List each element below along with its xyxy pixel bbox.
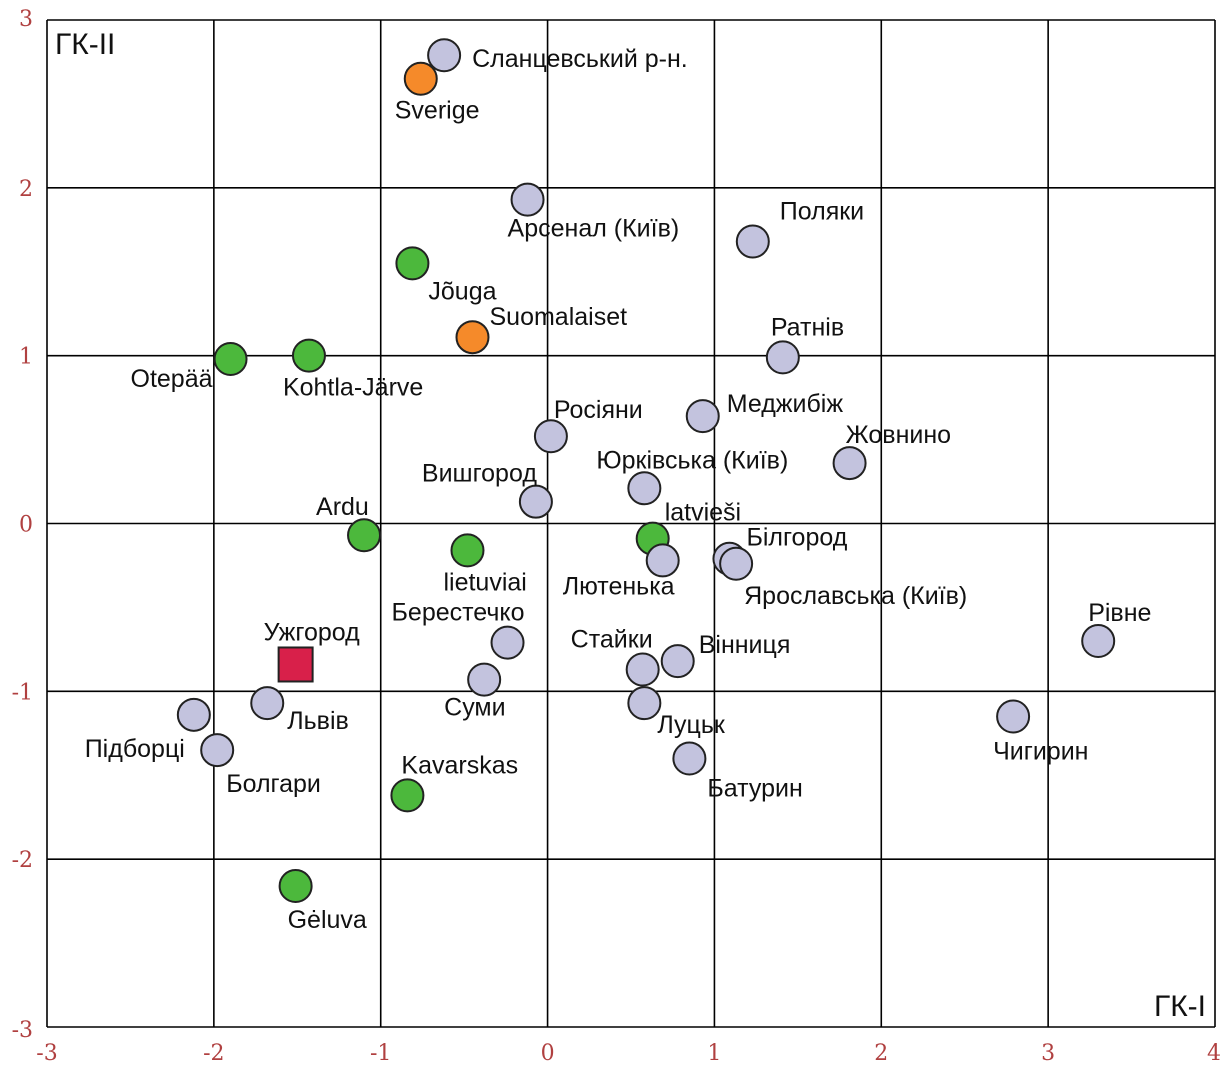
data-point bbox=[645, 543, 680, 578]
point-label: Жовнино bbox=[846, 421, 951, 449]
point-label: Kavarskas bbox=[401, 751, 518, 779]
point-label: Suomalaiset bbox=[489, 303, 627, 331]
point-labels: Сланцевський р-н. Sverige Арсенал (Київ) По… bbox=[85, 45, 1152, 934]
point-label: Білгород bbox=[746, 524, 847, 552]
data-point bbox=[765, 340, 800, 375]
x-tick-label: 3 bbox=[1041, 1041, 1055, 1066]
point-label: Чигирин bbox=[993, 738, 1088, 766]
point-label: Росіяни bbox=[554, 396, 643, 424]
data-point bbox=[278, 869, 313, 904]
data-point bbox=[996, 699, 1031, 734]
point-label: Сланцевський р-н. bbox=[472, 45, 688, 73]
data-point bbox=[176, 697, 211, 732]
point-label: Ярославська (Київ) bbox=[744, 582, 967, 610]
data-point-square bbox=[277, 646, 314, 683]
y-axis-label: ГК-II bbox=[55, 28, 115, 61]
x-tick-label: -1 bbox=[370, 1041, 391, 1066]
data-point bbox=[390, 778, 425, 813]
data-point bbox=[403, 61, 438, 96]
point-label: Луцьк bbox=[657, 711, 726, 739]
y-tick-label: 3 bbox=[19, 7, 33, 32]
point-label: Jõuga bbox=[428, 277, 496, 305]
data-point bbox=[660, 644, 695, 679]
data-point bbox=[395, 246, 430, 281]
point-label: Арсенал (Київ) bbox=[508, 215, 680, 243]
data-point bbox=[627, 686, 662, 721]
y-tick-label: 1 bbox=[19, 345, 33, 370]
point-label: Юрківська (Київ) bbox=[596, 446, 788, 474]
point-label: Ужгород bbox=[264, 618, 361, 646]
point-label: Вишгород bbox=[422, 460, 537, 488]
point-label: Батурин bbox=[707, 774, 802, 802]
data-point bbox=[455, 320, 490, 355]
y-tick-label: 0 bbox=[19, 513, 33, 538]
data-point bbox=[200, 733, 235, 768]
point-label: Болгари bbox=[226, 770, 321, 798]
data-point bbox=[347, 518, 382, 553]
data-point bbox=[518, 484, 553, 519]
data-point bbox=[213, 342, 248, 377]
point-label: Поляки bbox=[780, 198, 864, 226]
point-label: lietuviai bbox=[443, 568, 526, 596]
point-label: Вінниця bbox=[699, 631, 791, 659]
data-point bbox=[719, 546, 754, 581]
point-label: Рівне bbox=[1088, 599, 1151, 627]
point-label: Берестечко bbox=[392, 599, 525, 627]
data-point bbox=[832, 446, 867, 481]
data-point bbox=[490, 625, 525, 660]
point-label: Ратнів bbox=[771, 313, 844, 341]
y-tick-label: -1 bbox=[12, 680, 33, 705]
data-point bbox=[291, 338, 326, 373]
point-label: Меджибіж bbox=[727, 390, 844, 418]
data-point bbox=[467, 662, 502, 697]
data-point bbox=[627, 471, 662, 506]
x-tick-label: 4 bbox=[1207, 1041, 1221, 1066]
x-tick-label: -2 bbox=[203, 1041, 224, 1066]
grid bbox=[46, 19, 1216, 1028]
point-label: latvieši bbox=[665, 499, 741, 527]
point-label: Ardu bbox=[316, 493, 369, 521]
x-tick-label: 1 bbox=[707, 1041, 721, 1066]
data-points bbox=[176, 38, 1116, 904]
data-point bbox=[735, 224, 770, 259]
data-point bbox=[672, 741, 707, 776]
point-label: Суми bbox=[444, 694, 505, 722]
point-label: Львів bbox=[287, 707, 349, 735]
data-point bbox=[250, 686, 285, 721]
x-tick-label: -3 bbox=[36, 1041, 57, 1066]
point-label: Kohtla-Järve bbox=[283, 374, 423, 402]
x-tick-label: 0 bbox=[541, 1041, 555, 1066]
point-label: Sverige bbox=[395, 97, 480, 125]
y-tick-label: -3 bbox=[12, 1018, 33, 1043]
data-point bbox=[1081, 623, 1116, 658]
tick-labels: -3 -2 -1 0 1 2 3 4 -3 -2 -1 0 1 2 3 bbox=[12, 7, 1221, 1066]
x-axis-label: ГК-I bbox=[1154, 990, 1206, 1023]
data-point bbox=[450, 533, 485, 568]
point-label: Otepää bbox=[131, 365, 213, 393]
point-label: Лютенька bbox=[563, 572, 675, 600]
data-point bbox=[533, 419, 568, 454]
point-label: Стайки bbox=[571, 626, 653, 654]
point-label: Gėluva bbox=[288, 906, 367, 934]
y-tick-label: -2 bbox=[12, 848, 33, 873]
data-point bbox=[510, 182, 545, 217]
x-tick-label: 2 bbox=[874, 1041, 888, 1066]
data-point bbox=[685, 399, 720, 434]
point-label: Підборці bbox=[85, 735, 185, 763]
data-point bbox=[625, 652, 660, 687]
y-tick-label: 2 bbox=[19, 177, 33, 202]
data-point bbox=[427, 38, 462, 73]
